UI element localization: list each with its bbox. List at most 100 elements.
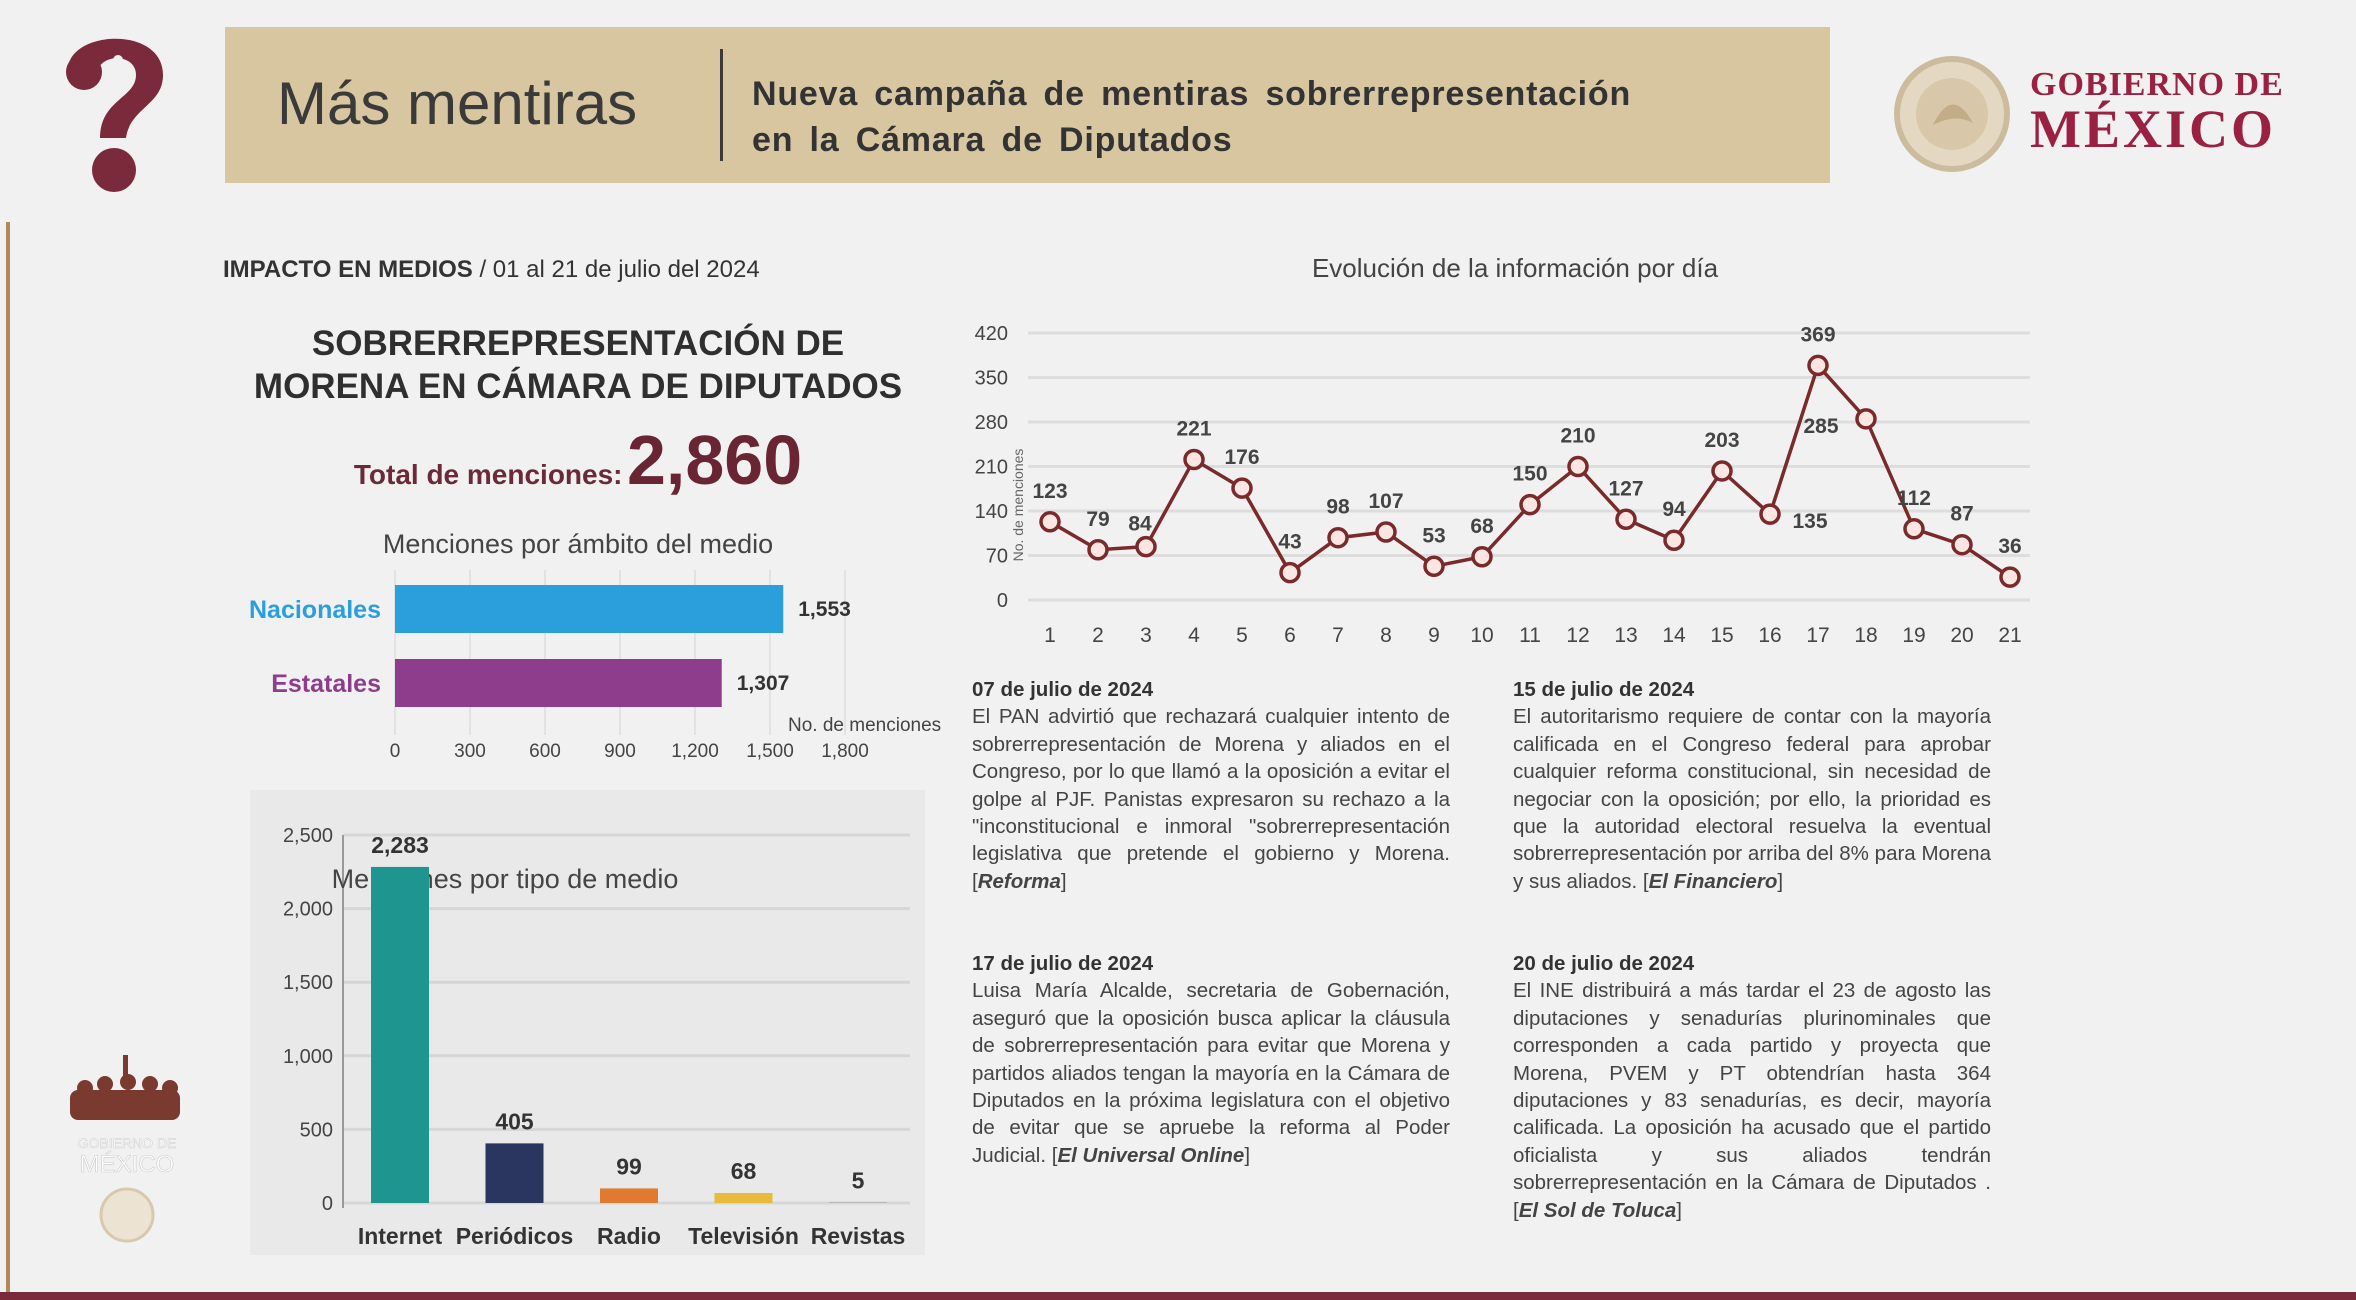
value-label: 1,553 bbox=[798, 598, 851, 621]
x-tick-label: 19 bbox=[1902, 624, 1925, 647]
data-label: 84 bbox=[1128, 513, 1152, 536]
data-label: 107 bbox=[1368, 490, 1403, 513]
x-tick-label: 4 bbox=[1188, 624, 1200, 647]
tick-label: 210 bbox=[975, 457, 1008, 479]
data-point bbox=[1615, 508, 1637, 531]
tick-label: 350 bbox=[975, 368, 1008, 390]
data-point bbox=[1231, 477, 1253, 499]
value-label: 1,307 bbox=[737, 672, 790, 695]
chart-panel bbox=[250, 790, 925, 1255]
data-label: 285 bbox=[1803, 415, 1838, 438]
data-label: 87 bbox=[1950, 503, 1973, 526]
axis-label: No. de menciones bbox=[1010, 449, 1026, 562]
chart-ambito: Menciones por ámbito del medio 0 300 600 900… bbox=[249, 529, 941, 762]
value-label: 405 bbox=[495, 1108, 534, 1134]
tick-label: 600 bbox=[529, 741, 561, 762]
data-point bbox=[1567, 455, 1589, 478]
data-point bbox=[1039, 511, 1061, 533]
x-tick-label: 9 bbox=[1428, 624, 1440, 647]
tick-label: 420 bbox=[975, 323, 1008, 345]
data-point bbox=[1519, 493, 1541, 516]
total-mentions: Total de menciones: 2,860 bbox=[353, 421, 803, 499]
subtitle-line: en la Cámara de Diputados bbox=[752, 121, 1233, 159]
tick-label: 1,800 bbox=[821, 741, 869, 762]
category-label: Estatales bbox=[271, 670, 381, 698]
data-point bbox=[1279, 561, 1301, 584]
x-tick-label: 15 bbox=[1710, 624, 1733, 647]
header-band: Más mentiras Nueva campaña de mentiras s… bbox=[225, 27, 1830, 183]
svg-text:MÉXICO: MÉXICO bbox=[80, 1151, 175, 1178]
value-label: 68 bbox=[731, 1158, 757, 1184]
news-item: 15 de julio de 2024 El autoritarismo requ… bbox=[1513, 678, 1991, 893]
tick-label: 1,200 bbox=[671, 741, 719, 762]
x-tick-label: 10 bbox=[1470, 624, 1493, 647]
header-divider bbox=[720, 49, 723, 161]
x-tick-label: 3 bbox=[1140, 624, 1152, 647]
main-title: SOBRERREPRESENTACIÓN DE MORENA EN CÁMARA … bbox=[253, 324, 903, 406]
data-label: 43 bbox=[1278, 531, 1301, 554]
data-label: 369 bbox=[1800, 323, 1835, 346]
value-label: 2,283 bbox=[371, 832, 429, 858]
subtitle-line: Nueva campaña de mentiras sobrerrepresen… bbox=[752, 75, 1632, 113]
bar-4 bbox=[829, 1202, 887, 1203]
data-point bbox=[1327, 526, 1349, 549]
category-label: Periódicos bbox=[456, 1223, 574, 1249]
tick-label: 900 bbox=[604, 741, 636, 762]
bar-2 bbox=[600, 1188, 658, 1203]
data-label: 94 bbox=[1662, 498, 1686, 521]
tick-label: 0 bbox=[390, 741, 401, 762]
data-point bbox=[1951, 533, 1973, 556]
chart-title: Menciones por ámbito del medio bbox=[383, 529, 773, 559]
header-subtitle: Nueva campaña de mentiras sobrerrepresen… bbox=[752, 71, 1631, 163]
data-label: 176 bbox=[1224, 446, 1259, 469]
tick-label: 140 bbox=[975, 501, 1008, 523]
category-label: Radio bbox=[597, 1223, 661, 1249]
x-tick-label: 16 bbox=[1758, 624, 1781, 647]
axis-label: No. de menciones bbox=[788, 715, 941, 736]
data-point bbox=[1903, 518, 1925, 540]
data-point bbox=[1087, 539, 1109, 561]
tick-label: 1,500 bbox=[283, 972, 333, 994]
bar-1 bbox=[485, 1143, 544, 1203]
x-tick-label: 5 bbox=[1236, 624, 1248, 647]
news-source: El Universal Online bbox=[1057, 1143, 1245, 1167]
data-point bbox=[1759, 503, 1781, 525]
x-tick-label: 6 bbox=[1284, 624, 1296, 647]
value-label: 5 bbox=[852, 1167, 865, 1193]
x-tick-label: 17 bbox=[1806, 624, 1829, 647]
x-tick-label: 8 bbox=[1380, 624, 1392, 647]
news-source: El Sol de Toluca bbox=[1518, 1198, 1677, 1222]
data-label: 98 bbox=[1326, 496, 1350, 519]
bar-3 bbox=[714, 1192, 773, 1203]
value-label: 99 bbox=[616, 1153, 642, 1179]
tick-label: 500 bbox=[300, 1119, 333, 1141]
news-source: Reforma bbox=[977, 869, 1061, 893]
x-tick-label: 21 bbox=[1998, 624, 2021, 647]
impacto-label: IMPACTO EN MEDIOS / 01 al 21 de julio de… bbox=[223, 256, 760, 283]
news-source: El Financiero bbox=[1648, 869, 1778, 893]
data-point bbox=[1807, 354, 1829, 377]
x-tick-label: 11 bbox=[1519, 624, 1541, 647]
data-label: 36 bbox=[1998, 535, 2021, 558]
chart-title: Evolución de la información por día bbox=[1312, 253, 1719, 283]
data-point bbox=[1471, 546, 1493, 568]
question-mark-icon bbox=[66, 38, 163, 192]
section-title: Más mentiras bbox=[277, 70, 638, 137]
data-label: 221 bbox=[1176, 418, 1211, 441]
x-tick-label: 2 bbox=[1092, 624, 1104, 647]
x-tick-label: 18 bbox=[1854, 624, 1877, 647]
data-label: 79 bbox=[1086, 508, 1109, 531]
category-label: Nacionales bbox=[249, 596, 381, 624]
svg-text:GOBIERNO DE: GOBIERNO DE bbox=[78, 1135, 177, 1151]
footer-gobierno-logo: GOBIERNO DE MÉXICO bbox=[70, 1055, 180, 1243]
data-point bbox=[1375, 521, 1397, 543]
data-label: 112 bbox=[1897, 487, 1931, 510]
data-label: 135 bbox=[1792, 510, 1827, 533]
tick-label: 0 bbox=[997, 590, 1008, 612]
national-seal-icon bbox=[1894, 56, 2010, 172]
x-tick-label: 7 bbox=[1332, 624, 1344, 647]
news-item: 17 de julio de 2024 Luisa María Alcalde, … bbox=[972, 952, 1450, 1167]
x-tick-label: 12 bbox=[1566, 624, 1589, 647]
data-label: 68 bbox=[1470, 515, 1494, 538]
